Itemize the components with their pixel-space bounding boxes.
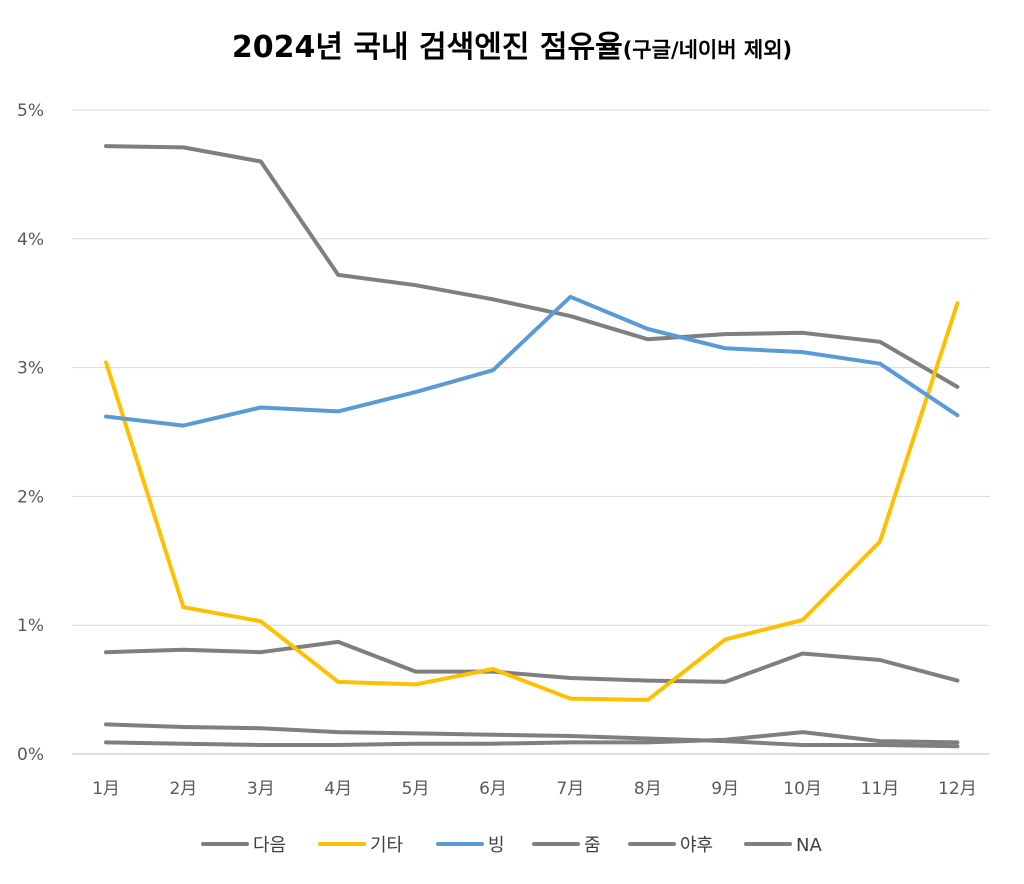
legend-label: 기타 <box>370 835 404 856</box>
x-tick-label: 10月 <box>783 779 822 799</box>
x-tick-label: 3月 <box>247 779 275 799</box>
y-tick-label: 4% <box>17 230 44 250</box>
series-line-1 <box>104 144 960 389</box>
x-tick-label: 5月 <box>402 779 430 799</box>
x-tick-label: 11月 <box>861 779 900 799</box>
legend-label: 줌 <box>584 835 601 856</box>
series-line-3 <box>104 294 960 428</box>
y-tick-label: 2% <box>17 487 44 507</box>
x-tick-label: 1月 <box>92 779 120 799</box>
legend-label: 야후 <box>680 835 713 856</box>
series-line-6 <box>104 730 960 747</box>
chart-title: 2024년 국내 검색엔진 점유율(구글/네이버 제외) <box>0 22 1024 66</box>
gridlines <box>72 109 990 755</box>
series-line-5 <box>104 722 960 749</box>
y-axis: 0% 1% 2% 3% 4% 5% <box>17 101 44 765</box>
legend: 다음 기타 빙 줌 야후 NA <box>201 835 822 856</box>
series-lines <box>104 144 960 749</box>
legend-label: 다음 <box>253 835 286 856</box>
legend-label: NA <box>796 835 822 856</box>
x-tick-label: 12月 <box>938 779 977 799</box>
chart-title-main: 2024년 국내 검색엔진 점유율 <box>231 30 623 65</box>
x-tick-label: 2月 <box>169 779 197 799</box>
x-tick-label: 4月 <box>324 779 352 799</box>
x-tick-label: 7月 <box>556 779 584 799</box>
x-tick-label: 8月 <box>634 779 662 799</box>
series-line-4 <box>104 639 960 684</box>
legend-label: 빙 <box>488 835 505 856</box>
x-axis: 1月 2月 3月 4月 5月 6月 7月 8月 9月 10月 11月 12月 <box>92 779 977 799</box>
x-tick-label: 9月 <box>711 779 739 799</box>
x-tick-label: 6月 <box>479 779 507 799</box>
y-tick-label: 3% <box>17 359 44 379</box>
y-tick-label: 1% <box>17 616 44 636</box>
y-tick-label: 5% <box>17 101 44 121</box>
series-line-2 <box>104 301 960 702</box>
y-tick-label: 0% <box>17 745 44 765</box>
chart-subtitle: (구글/네이버 제외) <box>622 38 793 62</box>
